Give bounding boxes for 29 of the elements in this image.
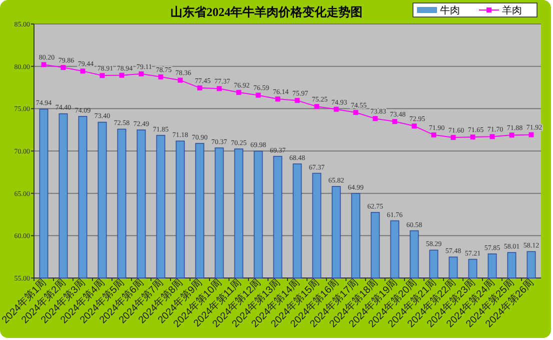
legend-label: 牛肉 [440,4,460,16]
point [470,134,476,140]
point [372,116,378,122]
point [41,62,46,68]
point [334,106,339,112]
chart-title: 山东省2024年牛羊肉价格变化走势图 [170,5,362,19]
point [119,72,124,78]
point [353,110,358,115]
point [100,73,105,78]
point [392,119,398,124]
point [431,132,436,138]
point [490,134,495,140]
point [314,104,320,110]
point [412,124,417,129]
point [294,98,300,103]
point [197,85,202,90]
point [138,71,144,76]
point [509,132,514,138]
point [216,86,222,92]
point [275,96,280,102]
point [178,78,183,83]
point [528,132,534,138]
point [60,65,66,70]
legend-label: 羊肉 [502,4,522,16]
point [256,92,261,98]
point [80,68,86,74]
point [236,90,242,95]
point [158,74,164,80]
point [450,134,456,140]
